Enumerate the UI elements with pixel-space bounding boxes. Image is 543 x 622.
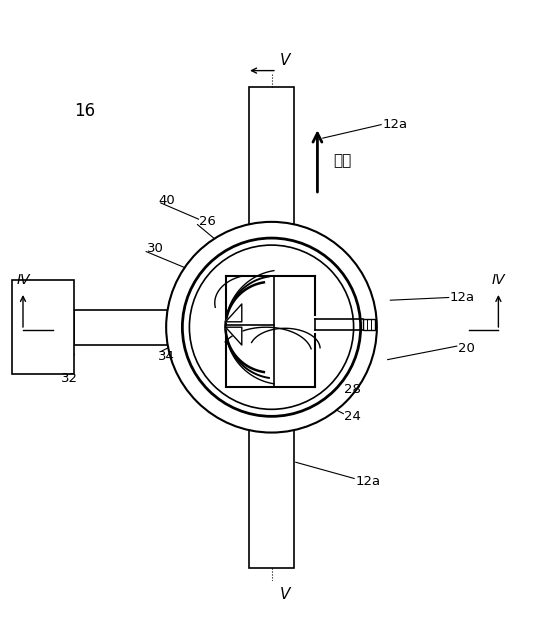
Text: 24: 24 — [344, 410, 361, 423]
Text: V: V — [280, 587, 290, 601]
Text: 26: 26 — [199, 215, 216, 228]
Text: 12a: 12a — [382, 118, 407, 131]
Circle shape — [166, 222, 377, 432]
Text: 32: 32 — [61, 372, 78, 385]
Text: 34: 34 — [158, 350, 175, 363]
Text: 40: 40 — [158, 194, 175, 207]
Text: 16: 16 — [74, 102, 96, 120]
Text: IV: IV — [16, 272, 30, 287]
Bar — [74, 310, 172, 345]
Polygon shape — [225, 304, 242, 322]
Text: 28: 28 — [344, 383, 361, 396]
Text: 30: 30 — [147, 243, 164, 256]
Polygon shape — [225, 327, 242, 345]
Text: IV: IV — [491, 272, 505, 287]
Bar — [249, 87, 294, 227]
Text: 12a: 12a — [450, 291, 475, 304]
Text: 12a: 12a — [355, 475, 380, 488]
Text: V: V — [280, 53, 290, 68]
Bar — [12, 280, 74, 374]
Text: 20: 20 — [458, 342, 475, 355]
Text: 排水: 排水 — [333, 154, 352, 169]
Bar — [249, 427, 294, 568]
Bar — [363, 318, 375, 330]
